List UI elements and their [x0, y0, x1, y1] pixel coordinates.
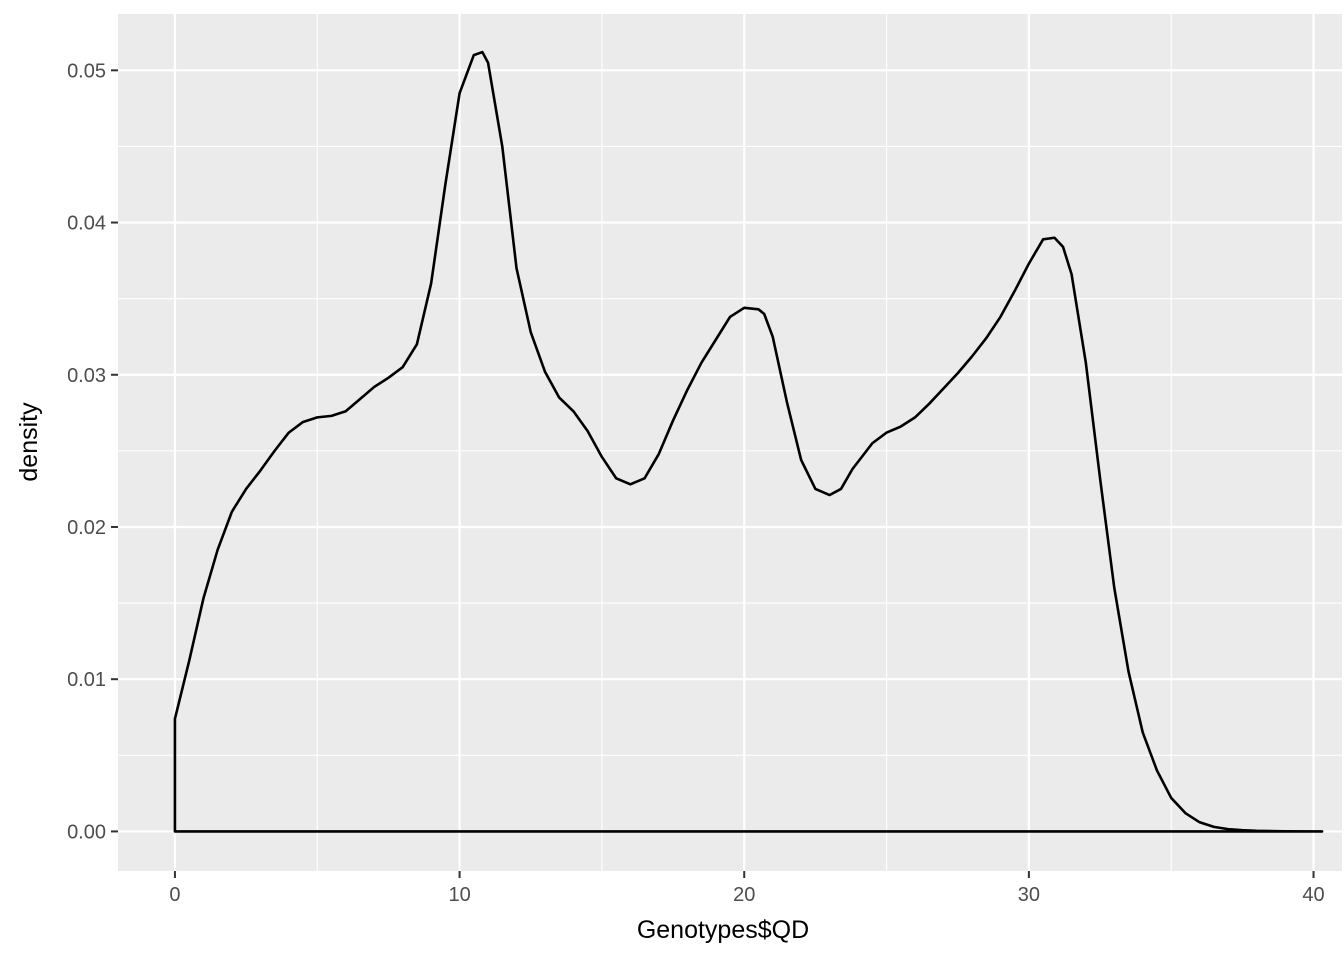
x-tick-label: 30	[1018, 884, 1040, 906]
x-axis: 0 10 20 30 40	[169, 871, 1325, 906]
y-tick-label: 0.02	[67, 517, 106, 539]
density-curve	[173, 50, 1324, 833]
x-tick-label: 0	[169, 884, 180, 906]
y-axis-title: density	[15, 402, 43, 482]
x-tick-label: 20	[733, 884, 755, 906]
x-tick-label: 40	[1302, 884, 1324, 906]
minor-gridlines	[118, 14, 1342, 871]
y-tick-label: 0.05	[67, 60, 106, 82]
y-tick-label: 0.01	[67, 669, 106, 691]
x-tick-label: 10	[448, 884, 470, 906]
y-tick-label: 0.03	[67, 365, 106, 387]
y-tick-label: 0.00	[67, 821, 106, 843]
plot-panel	[118, 14, 1342, 871]
y-tick-label: 0.04	[67, 213, 106, 235]
x-axis-title: Genotypes$QD	[637, 916, 809, 944]
y-axis: 0.00 0.01 0.02 0.03 0.04 0.05	[67, 60, 118, 843]
major-gridlines	[118, 14, 1342, 871]
